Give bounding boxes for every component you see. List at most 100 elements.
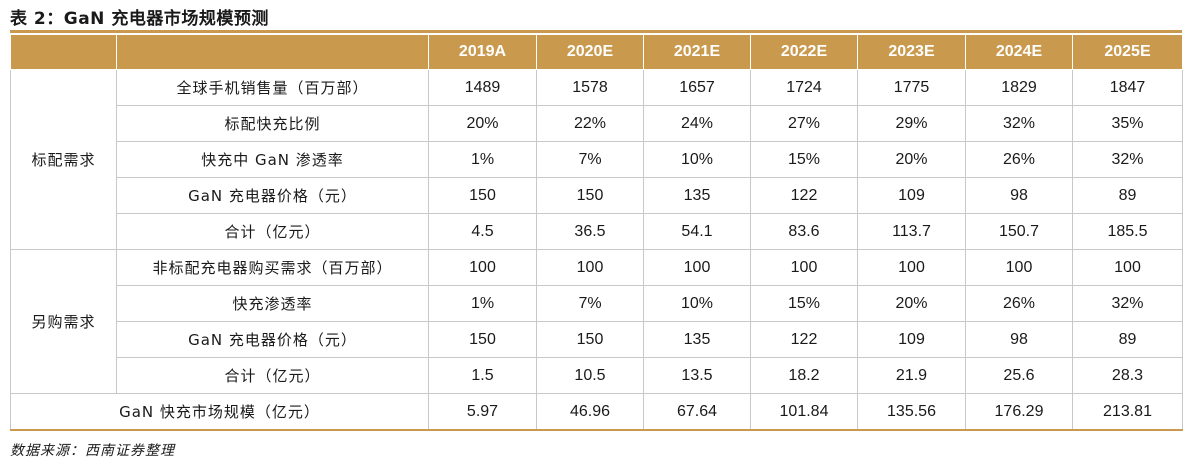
table-cell: 1.5 xyxy=(428,357,537,394)
table-cell: 135 xyxy=(643,177,751,214)
table-cell: 20% xyxy=(857,285,966,322)
table-cell: 32% xyxy=(965,105,1073,142)
table-cell: 35% xyxy=(1072,105,1183,142)
row-label: 非标配充电器购买需求（百万部） xyxy=(116,249,429,286)
total-cell: 46.96 xyxy=(536,393,644,431)
table-cell: 89 xyxy=(1072,177,1183,214)
table-cell: 150.7 xyxy=(965,213,1073,250)
table-cell: 1829 xyxy=(965,69,1073,106)
table-cell: 4.5 xyxy=(428,213,537,250)
header-blank-group xyxy=(10,34,117,70)
table-cell: 7% xyxy=(536,285,644,322)
table-cell: 20% xyxy=(857,141,966,178)
row-label: 合计（亿元） xyxy=(116,213,429,250)
table-cell: 150 xyxy=(428,177,537,214)
header-year: 2021E xyxy=(643,34,751,70)
table-cell: 15% xyxy=(750,141,858,178)
table-cell: 113.7 xyxy=(857,213,966,250)
table-cell: 83.6 xyxy=(750,213,858,250)
table-cell: 185.5 xyxy=(1072,213,1183,250)
table-cell: 135 xyxy=(643,321,751,358)
header-blank-label xyxy=(116,34,429,70)
table-cell: 28.3 xyxy=(1072,357,1183,394)
header-year: 2022E xyxy=(750,34,858,70)
header-row: 2019A 2020E 2021E 2022E 2023E 2024E 2025… xyxy=(10,34,1183,70)
total-cell: 176.29 xyxy=(965,393,1073,431)
table-row: 合计（亿元） 4.5 36.5 54.1 83.6 113.7 150.7 185.5 xyxy=(11,213,1183,250)
table-row: GaN 充电器价格（元） 150 150 135 122 109 98 89 xyxy=(11,177,1183,214)
table-cell: 21.9 xyxy=(857,357,966,394)
market-forecast-table-container: 2019A 2020E 2021E 2022E 2023E 2024E 2025… xyxy=(10,34,1183,431)
table-row: 另购需求 非标配充电器购买需求（百万部） 100 100 100 100 100 100 100 xyxy=(10,249,1183,394)
table-cell: 100 xyxy=(536,249,644,286)
header-year: 2019A xyxy=(428,34,537,70)
table-cell: 150 xyxy=(536,177,644,214)
group-label: 标配需求 xyxy=(10,69,117,250)
total-cell: 5.97 xyxy=(428,393,537,431)
table-cell: 122 xyxy=(750,177,858,214)
table-row: 快充中 GaN 渗透率 1% 7% 10% 15% 20% 26% 32% xyxy=(11,141,1183,178)
table-cell: 24% xyxy=(643,105,751,142)
table-cell: 100 xyxy=(1072,249,1183,286)
total-cell: 213.81 xyxy=(1072,393,1183,431)
table-cell: 150 xyxy=(428,321,537,358)
table-cell: 122 xyxy=(750,321,858,358)
total-label: GaN 快充市场规模（亿元） xyxy=(10,393,429,431)
row-label: 全球手机销售量（百万部） xyxy=(116,69,429,106)
market-forecast-table: 2019A 2020E 2021E 2022E 2023E 2024E 2025… xyxy=(10,34,1183,431)
group-label: 另购需求 xyxy=(10,249,117,394)
table-cell: 1724 xyxy=(750,69,858,106)
table-cell: 32% xyxy=(1072,285,1183,322)
table-cell: 22% xyxy=(536,105,644,142)
total-cell: 135.56 xyxy=(857,393,966,431)
table-cell: 100 xyxy=(643,249,751,286)
table-cell: 100 xyxy=(428,249,537,286)
table-cell: 20% xyxy=(428,105,537,142)
table-cell: 25.6 xyxy=(965,357,1073,394)
row-label: 合计（亿元） xyxy=(116,357,429,394)
table-cell: 32% xyxy=(1072,141,1183,178)
table-cell: 100 xyxy=(965,249,1073,286)
table-row: 标配快充比例 20% 22% 24% 27% 29% 32% 35% xyxy=(11,105,1183,142)
table-row: 合计（亿元） 1.5 10.5 13.5 18.2 21.9 25.6 28.3 xyxy=(11,357,1183,394)
table-cell: 54.1 xyxy=(643,213,751,250)
table-cell: 98 xyxy=(965,321,1073,358)
table-cell: 98 xyxy=(965,177,1073,214)
total-cell: 101.84 xyxy=(750,393,858,431)
table-cell: 29% xyxy=(857,105,966,142)
header-year: 2020E xyxy=(536,34,644,70)
row-label: 标配快充比例 xyxy=(116,105,429,142)
table-cell: 26% xyxy=(965,141,1073,178)
table-cell: 109 xyxy=(857,321,966,358)
table-cell: 1489 xyxy=(428,69,537,106)
table-row: 快充渗透率 1% 7% 10% 15% 20% 26% 32% xyxy=(11,285,1183,322)
row-label: GaN 充电器价格（元） xyxy=(116,177,429,214)
table-cell: 7% xyxy=(536,141,644,178)
table-cell: 1% xyxy=(428,285,537,322)
table-cell: 10% xyxy=(643,141,751,178)
table-cell: 1578 xyxy=(536,69,644,106)
table-cell: 1% xyxy=(428,141,537,178)
total-cell: 67.64 xyxy=(643,393,751,431)
header-year: 2025E xyxy=(1072,34,1183,70)
row-label: 快充渗透率 xyxy=(116,285,429,322)
table-cell: 109 xyxy=(857,177,966,214)
table-cell: 1775 xyxy=(857,69,966,106)
table-cell: 1657 xyxy=(643,69,751,106)
source-note: 数据来源：西南证券整理 xyxy=(10,443,175,459)
header-year: 2024E xyxy=(965,34,1073,70)
row-label: GaN 充电器价格（元） xyxy=(116,321,429,358)
row-label: 快充中 GaN 渗透率 xyxy=(116,141,429,178)
table-cell: 89 xyxy=(1072,321,1183,358)
table-cell: 36.5 xyxy=(536,213,644,250)
table-cell: 10% xyxy=(643,285,751,322)
top-rule xyxy=(10,30,1182,33)
table-cell: 15% xyxy=(750,285,858,322)
table-title: 表 2：GaN 充电器市场规模预测 xyxy=(10,9,269,29)
table-row: GaN 充电器价格（元） 150 150 135 122 109 98 89 xyxy=(11,321,1183,358)
table-cell: 150 xyxy=(536,321,644,358)
table-cell: 100 xyxy=(750,249,858,286)
table-cell: 100 xyxy=(857,249,966,286)
table-cell: 26% xyxy=(965,285,1073,322)
table-cell: 27% xyxy=(750,105,858,142)
